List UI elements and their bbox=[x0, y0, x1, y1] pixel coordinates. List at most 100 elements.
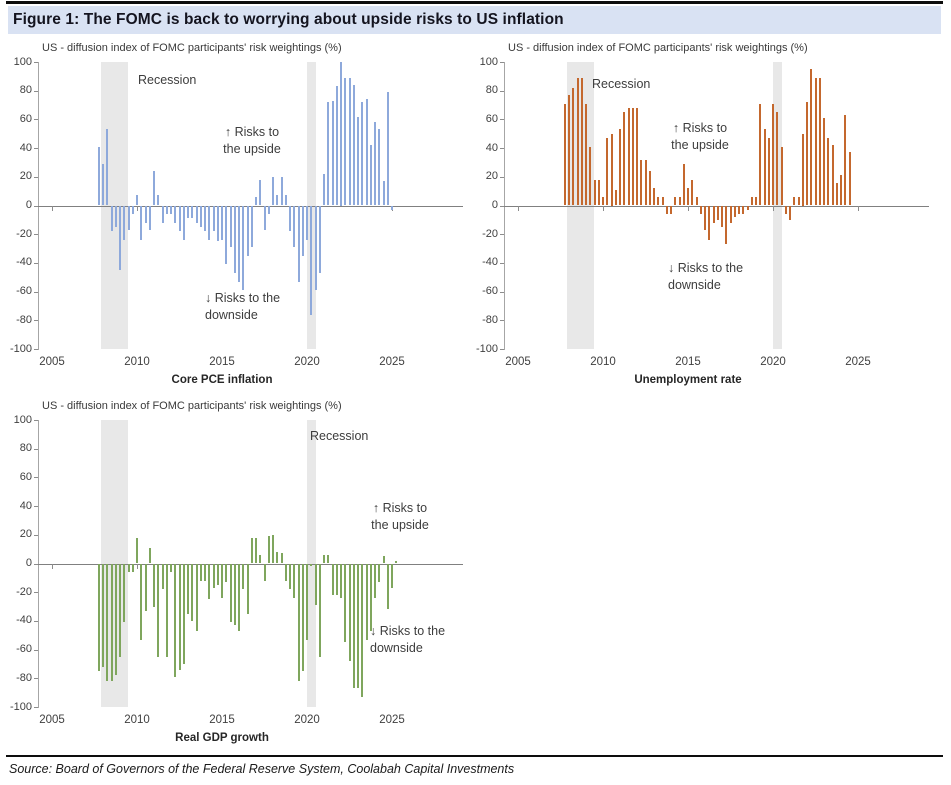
bar bbox=[340, 563, 342, 598]
bar bbox=[263, 205, 266, 230]
bar bbox=[225, 563, 228, 583]
bar bbox=[327, 102, 330, 206]
plot-area: 100 80 60 40 20 0 -20 -40 -60 -80 -100 2005 2010 2015… bbox=[10, 414, 463, 726]
bar bbox=[153, 171, 155, 206]
bar bbox=[631, 107, 634, 206]
bar bbox=[187, 205, 189, 219]
bar bbox=[106, 129, 109, 206]
bar bbox=[597, 179, 600, 206]
plot-area: 100 80 60 40 20 0 -20 -40 -60 -80 -100 2005 2010 2015… bbox=[476, 56, 929, 368]
bar bbox=[170, 205, 172, 215]
top-border-rule bbox=[6, 1, 943, 4]
bar bbox=[610, 133, 613, 206]
y-tick-label: 80 bbox=[485, 84, 498, 97]
bar bbox=[678, 196, 681, 206]
x-tick bbox=[688, 205, 689, 211]
bar bbox=[695, 196, 698, 206]
y-tick-label: 40 bbox=[485, 141, 498, 154]
bar bbox=[297, 563, 300, 682]
bar bbox=[255, 537, 257, 564]
y-tick-label: -80 bbox=[16, 671, 32, 684]
bar bbox=[174, 205, 177, 223]
y-tick bbox=[34, 176, 38, 178]
y-tick bbox=[34, 649, 38, 651]
figure-title-band: Figure 1: The FOMC is back to worrying a… bbox=[8, 6, 941, 34]
annotation-recession: Recession bbox=[310, 429, 369, 443]
x-axis-label: Real GDP growth bbox=[175, 732, 269, 744]
y-tick-label: 20 bbox=[485, 170, 498, 183]
bar bbox=[144, 563, 147, 611]
bar bbox=[284, 563, 287, 581]
bar bbox=[102, 163, 104, 206]
bar bbox=[136, 537, 138, 564]
chart-title: US - diffusion index of FOMC participant… bbox=[508, 42, 808, 54]
bar bbox=[191, 563, 194, 621]
bar bbox=[250, 537, 253, 564]
y-tick-label: -20 bbox=[482, 227, 498, 240]
y-tick-label: 60 bbox=[19, 470, 32, 483]
x-tick-label: 2005 bbox=[505, 356, 531, 368]
x-tick bbox=[773, 205, 774, 211]
bar bbox=[293, 205, 296, 248]
y-tick bbox=[500, 262, 504, 264]
bar bbox=[661, 196, 664, 206]
y-tick-label: -100 bbox=[9, 342, 32, 355]
y-tick bbox=[34, 62, 38, 63]
y-tick-label: 0 bbox=[25, 557, 32, 569]
bar bbox=[242, 563, 245, 590]
bar bbox=[289, 563, 291, 590]
annotation-risks-upside: ↑ Risks to the upside bbox=[671, 121, 729, 152]
bar bbox=[361, 563, 364, 697]
bar bbox=[776, 112, 779, 206]
bar bbox=[272, 534, 274, 564]
bar bbox=[318, 205, 321, 273]
bar bbox=[382, 556, 385, 564]
bar bbox=[216, 205, 219, 242]
bar bbox=[729, 205, 732, 223]
bar bbox=[789, 205, 791, 220]
bar bbox=[755, 196, 757, 206]
annotation-risks-upside: ↑ Risks to the upside bbox=[223, 125, 281, 156]
x-tick-label: 2005 bbox=[39, 714, 65, 726]
chart-title: US - diffusion index of FOMC participant… bbox=[42, 42, 342, 54]
y-tick-label: 60 bbox=[19, 112, 32, 125]
bar bbox=[225, 205, 228, 265]
y-tick bbox=[34, 592, 38, 594]
bar bbox=[178, 205, 181, 232]
bar bbox=[161, 563, 164, 590]
bar bbox=[233, 205, 236, 273]
bar bbox=[199, 563, 202, 581]
x-axis-line bbox=[38, 563, 463, 565]
y-tick-label: -20 bbox=[16, 585, 32, 598]
chart-title: US - diffusion index of FOMC participant… bbox=[42, 400, 342, 412]
bar bbox=[276, 552, 279, 564]
y-tick bbox=[500, 291, 504, 293]
bar bbox=[369, 563, 372, 631]
bar bbox=[255, 196, 257, 206]
y-tick-label: 80 bbox=[19, 84, 32, 97]
bar bbox=[344, 77, 347, 206]
bar bbox=[708, 205, 711, 240]
y-tick-label: 20 bbox=[19, 170, 32, 183]
annotation-risks-downside: ↓ Risks to the downside bbox=[370, 624, 446, 655]
x-tick-label: 2015 bbox=[209, 356, 235, 368]
y-tick-label: 80 bbox=[19, 442, 32, 455]
bar bbox=[699, 205, 702, 215]
bar bbox=[691, 179, 694, 206]
x-axis-line bbox=[504, 205, 929, 207]
bar bbox=[157, 195, 160, 206]
bar bbox=[165, 563, 168, 657]
bar bbox=[759, 103, 762, 206]
bar bbox=[97, 146, 100, 206]
bar bbox=[623, 112, 626, 206]
bar bbox=[648, 171, 651, 206]
bar bbox=[216, 563, 219, 586]
bar bbox=[242, 205, 245, 291]
bar bbox=[374, 122, 376, 206]
bar bbox=[797, 196, 800, 206]
x-tick bbox=[52, 563, 53, 569]
bar bbox=[182, 205, 185, 240]
bar bbox=[580, 77, 583, 206]
y-tick-label: -100 bbox=[475, 342, 498, 355]
y-tick bbox=[34, 506, 38, 508]
